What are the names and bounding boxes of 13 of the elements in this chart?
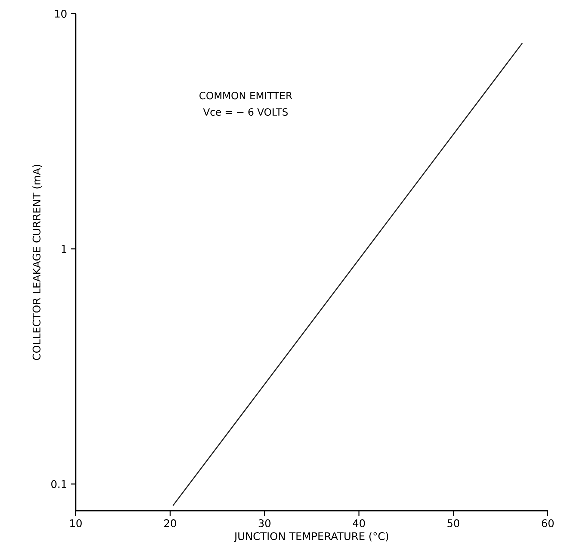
annotation: Vce = − 6 VOLTS: [203, 108, 288, 116]
annotation: COMMON EMITTER: [200, 92, 292, 100]
x-tick-label: 10: [70, 520, 82, 528]
x-axis-title: JUNCTION TEMPERATURE (°C): [234, 532, 389, 542]
x-tick-label: 20: [164, 520, 176, 528]
y-tick-label: 10: [55, 10, 67, 18]
x-tick-label: 40: [353, 520, 366, 528]
x-tick-label: 50: [448, 520, 460, 528]
x-tick-label: 30: [258, 520, 271, 528]
y-axis-title: COLLECTOR LEAKAGE CURRENT (mA): [32, 165, 42, 360]
y-tick-label: 0.1: [52, 480, 67, 488]
y-tick-label: 1: [62, 245, 67, 253]
x-tick-label: 60: [542, 520, 554, 528]
